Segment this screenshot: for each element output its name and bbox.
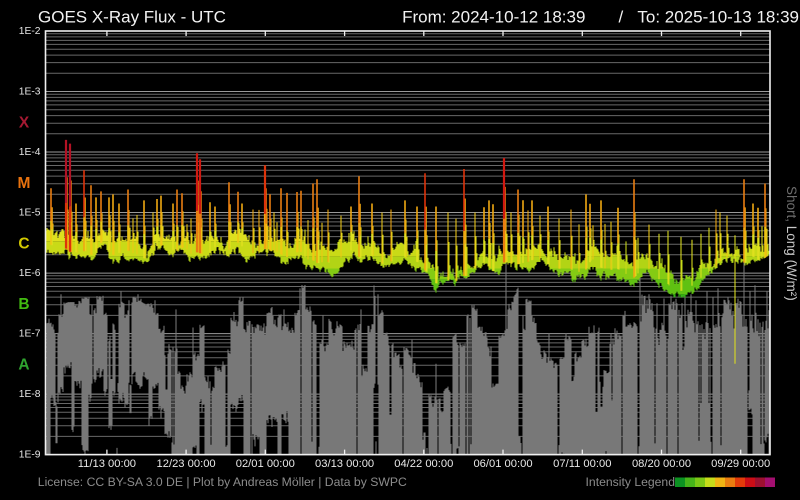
svg-text:License: CC BY-SA 3.0 DE | Plo: License: CC BY-SA 3.0 DE | Plot by Andre…	[38, 475, 407, 489]
svg-text:09/29 00:00: 09/29 00:00	[711, 458, 770, 470]
svg-text:C: C	[18, 235, 29, 252]
svg-text:A: A	[18, 356, 29, 373]
svg-text:1E-3: 1E-3	[19, 87, 41, 98]
svg-text:1E-5: 1E-5	[19, 208, 41, 219]
svg-text:GOES X-Ray Flux - UTC: GOES X-Ray Flux - UTC	[38, 8, 226, 27]
svg-text:1E-9: 1E-9	[19, 450, 41, 461]
svg-text:1E-4: 1E-4	[19, 147, 41, 158]
svg-text:11/13 00:00: 11/13 00:00	[78, 458, 136, 470]
svg-text:From: 2024-10-12 18:39 /: From: 2024-10-12 18:39 / To: 2025-10-13 …	[402, 8, 799, 27]
svg-text:06/01 00:00: 06/01 00:00	[473, 458, 532, 470]
svg-text:12/23 00:00: 12/23 00:00	[157, 458, 216, 470]
svg-text:B: B	[18, 296, 29, 313]
svg-text:Short, Long (W/m²): Short, Long (W/m²)	[784, 186, 799, 301]
svg-text:1E-7: 1E-7	[19, 329, 41, 340]
svg-text:1E-2: 1E-2	[19, 26, 41, 37]
svg-text:03/13 00:00: 03/13 00:00	[315, 458, 374, 470]
svg-text:02/01 00:00: 02/01 00:00	[236, 458, 295, 470]
svg-text:X: X	[19, 114, 30, 131]
svg-text:1E-8: 1E-8	[19, 389, 41, 400]
svg-text:Intensity Legend: Intensity Legend	[586, 475, 675, 489]
svg-text:1E-6: 1E-6	[19, 268, 41, 279]
svg-text:07/11 00:00: 07/11 00:00	[553, 458, 611, 470]
svg-text:04/22 00:00: 04/22 00:00	[394, 458, 453, 470]
svg-text:M: M	[18, 175, 31, 192]
svg-text:08/20 00:00: 08/20 00:00	[632, 458, 691, 470]
